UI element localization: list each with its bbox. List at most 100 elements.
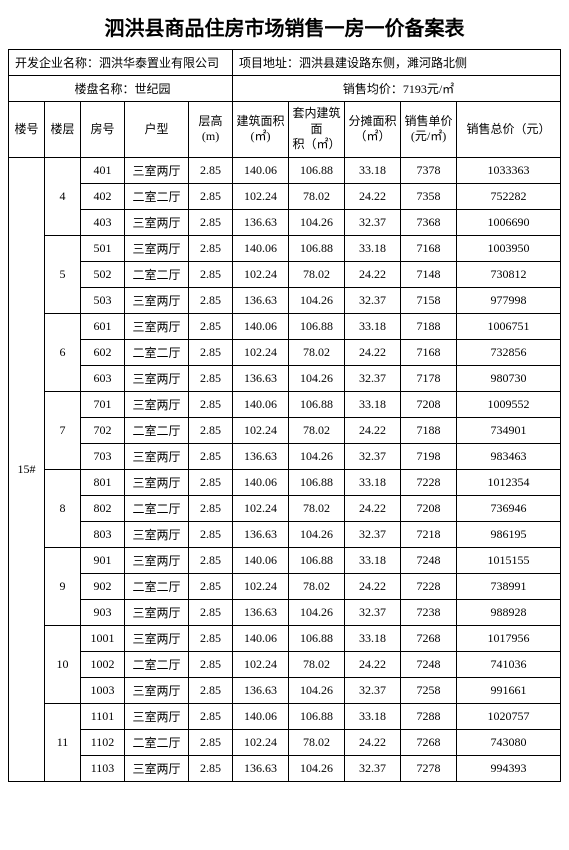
sa-cell: 24.22	[345, 339, 401, 365]
ia-cell: 78.02	[289, 417, 345, 443]
ba-cell: 136.63	[233, 209, 289, 235]
table-row: 9901三室两厅2.85140.06106.8833.1872481015155	[9, 547, 561, 573]
up-cell: 7368	[401, 209, 457, 235]
unit-cell: 三室两厅	[125, 391, 189, 417]
table-row: 902二室二厅2.85102.2478.0224.227228738991	[9, 573, 561, 599]
tp-cell: 980730	[457, 365, 561, 391]
tp-cell: 994393	[457, 755, 561, 781]
room-cell: 903	[81, 599, 125, 625]
table-row: 703三室两厅2.85136.63104.2632.377198983463	[9, 443, 561, 469]
col-up: 销售单价(元/㎡)	[401, 102, 457, 158]
up-cell: 7228	[401, 573, 457, 599]
up-cell: 7238	[401, 599, 457, 625]
up-cell: 7268	[401, 729, 457, 755]
height-cell: 2.85	[189, 755, 233, 781]
floor-cell: 7	[45, 391, 81, 469]
tp-cell: 738991	[457, 573, 561, 599]
ba-cell: 102.24	[233, 729, 289, 755]
sa-cell: 33.18	[345, 391, 401, 417]
floor-cell: 11	[45, 703, 81, 781]
room-cell: 502	[81, 261, 125, 287]
ba-cell: 136.63	[233, 755, 289, 781]
ia-cell: 106.88	[289, 391, 345, 417]
sa-cell: 24.22	[345, 651, 401, 677]
ia-cell: 106.88	[289, 469, 345, 495]
ba-cell: 140.06	[233, 391, 289, 417]
ba-cell: 136.63	[233, 365, 289, 391]
up-cell: 7378	[401, 157, 457, 183]
up-cell: 7208	[401, 391, 457, 417]
unit-cell: 三室两厅	[125, 313, 189, 339]
sa-cell: 33.18	[345, 547, 401, 573]
ba-cell: 140.06	[233, 703, 289, 729]
ia-cell: 104.26	[289, 443, 345, 469]
sa-cell: 32.37	[345, 521, 401, 547]
tp-cell: 977998	[457, 287, 561, 313]
unit-cell: 三室两厅	[125, 209, 189, 235]
height-cell: 2.85	[189, 339, 233, 365]
addr-info: 项目地址：泗洪县建设路东侧，濉河路北侧	[233, 50, 561, 76]
room-cell: 701	[81, 391, 125, 417]
unit-cell: 三室两厅	[125, 625, 189, 651]
tp-cell: 1009552	[457, 391, 561, 417]
ba-cell: 136.63	[233, 599, 289, 625]
tp-cell: 1006690	[457, 209, 561, 235]
room-cell: 702	[81, 417, 125, 443]
up-cell: 7268	[401, 625, 457, 651]
unit-cell: 三室两厅	[125, 157, 189, 183]
table-row: 602二室二厅2.85102.2478.0224.227168732856	[9, 339, 561, 365]
room-cell: 401	[81, 157, 125, 183]
sa-cell: 33.18	[345, 157, 401, 183]
tp-cell: 1012354	[457, 469, 561, 495]
sa-cell: 32.37	[345, 755, 401, 781]
up-cell: 7248	[401, 547, 457, 573]
up-cell: 7168	[401, 339, 457, 365]
tp-cell: 741036	[457, 651, 561, 677]
floor-cell: 10	[45, 625, 81, 703]
unit-cell: 二室二厅	[125, 261, 189, 287]
unit-cell: 三室两厅	[125, 547, 189, 573]
ba-cell: 140.06	[233, 235, 289, 261]
ia-cell: 106.88	[289, 235, 345, 261]
table-row: 101001三室两厅2.85140.06106.8833.18726810179…	[9, 625, 561, 651]
sa-cell: 24.22	[345, 417, 401, 443]
col-unit: 户型	[125, 102, 189, 158]
table-row: 111101三室两厅2.85140.06106.8833.18728810207…	[9, 703, 561, 729]
floor-cell: 8	[45, 469, 81, 547]
sa-cell: 33.18	[345, 235, 401, 261]
unit-cell: 三室两厅	[125, 469, 189, 495]
tp-cell: 986195	[457, 521, 561, 547]
table-row: 803三室两厅2.85136.63104.2632.377218986195	[9, 521, 561, 547]
sa-cell: 32.37	[345, 365, 401, 391]
col-floor: 楼层	[45, 102, 81, 158]
room-cell: 1103	[81, 755, 125, 781]
up-cell: 7258	[401, 677, 457, 703]
room-cell: 703	[81, 443, 125, 469]
height-cell: 2.85	[189, 599, 233, 625]
ia-cell: 104.26	[289, 209, 345, 235]
sa-cell: 33.18	[345, 703, 401, 729]
table-row: 1103三室两厅2.85136.63104.2632.377278994393	[9, 755, 561, 781]
table-row: 402二室二厅2.85102.2478.0224.227358752282	[9, 183, 561, 209]
ia-cell: 104.26	[289, 677, 345, 703]
unit-cell: 三室两厅	[125, 599, 189, 625]
sa-cell: 32.37	[345, 209, 401, 235]
table-row: 6601三室两厅2.85140.06106.8833.1871881006751	[9, 313, 561, 339]
height-cell: 2.85	[189, 521, 233, 547]
table-row: 7701三室两厅2.85140.06106.8833.1872081009552	[9, 391, 561, 417]
tp-cell: 1006751	[457, 313, 561, 339]
room-cell: 503	[81, 287, 125, 313]
ia-cell: 78.02	[289, 573, 345, 599]
tp-cell: 1020757	[457, 703, 561, 729]
unit-cell: 二室二厅	[125, 729, 189, 755]
ia-cell: 104.26	[289, 365, 345, 391]
room-cell: 1102	[81, 729, 125, 755]
table-row: 903三室两厅2.85136.63104.2632.377238988928	[9, 599, 561, 625]
room-cell: 602	[81, 339, 125, 365]
unit-cell: 二室二厅	[125, 495, 189, 521]
up-cell: 7358	[401, 183, 457, 209]
ba-cell: 136.63	[233, 521, 289, 547]
floor-cell: 4	[45, 157, 81, 235]
up-cell: 7198	[401, 443, 457, 469]
unit-cell: 三室两厅	[125, 235, 189, 261]
